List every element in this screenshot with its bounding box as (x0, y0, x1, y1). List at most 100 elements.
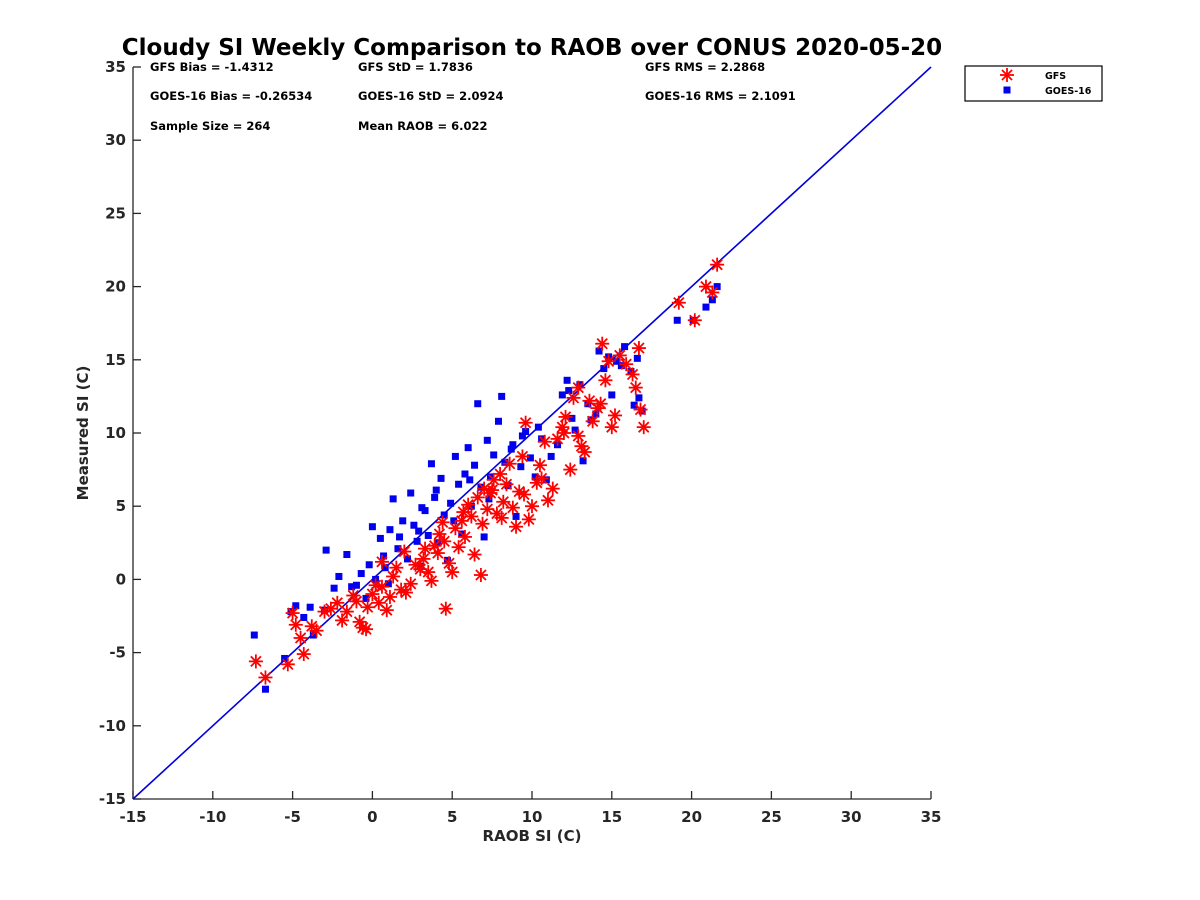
goes16-point (565, 387, 573, 395)
goes16-point (547, 452, 555, 460)
goes16-point (357, 570, 365, 578)
goes16-point (404, 555, 412, 563)
gfs-point (537, 434, 552, 449)
goes16-point (466, 476, 474, 484)
gfs-point (432, 527, 447, 542)
goes16-point (330, 584, 338, 592)
gfs-point (532, 458, 547, 473)
goes16-point (348, 583, 356, 591)
goes16-point (431, 493, 439, 501)
gfs-point (698, 279, 713, 294)
goes16-point (384, 580, 392, 588)
x-tick-label: -15 (119, 808, 146, 826)
y-tick-label: -15 (99, 790, 126, 808)
goes16-point (410, 521, 418, 529)
gfs-point (496, 494, 511, 509)
goes16-point (440, 511, 448, 519)
goes16-point (437, 474, 445, 482)
gfs-point (371, 595, 386, 610)
gfs-point (464, 509, 479, 524)
gfs-point (248, 654, 263, 669)
goes16-point (389, 495, 397, 503)
gfs-point (493, 466, 508, 481)
gfs-point (379, 603, 394, 618)
gfs-point (550, 431, 565, 446)
goes16-point (335, 572, 343, 580)
gfs-point (521, 512, 536, 527)
goes16-point (424, 531, 432, 539)
gfs-point (563, 462, 578, 477)
goes16-point (633, 354, 641, 362)
y-tick-label: -10 (99, 717, 126, 735)
goes16-point (461, 470, 469, 478)
goes16-point (531, 473, 539, 481)
y-tick-label: 0 (116, 570, 126, 588)
x-tick-label: 15 (601, 808, 622, 826)
gfs-point (435, 515, 450, 530)
goes16-point (635, 394, 643, 402)
gfs-point (285, 606, 300, 621)
goes-rms-stat: GOES-16 RMS = 2.1091 (645, 89, 796, 103)
goes16-point (322, 546, 330, 554)
y-tick-label: 15 (105, 351, 126, 369)
legend-goes-marker (1003, 86, 1011, 94)
goes16-point (617, 362, 625, 370)
gfs-point (633, 402, 648, 417)
goes16-point (306, 603, 314, 611)
gfs-point (397, 544, 412, 559)
goes16-point (630, 401, 638, 409)
gfs-point (418, 541, 433, 556)
gfs-point (593, 396, 608, 411)
gfs-point (494, 510, 509, 525)
y-axis-label: Measured SI (C) (74, 366, 92, 501)
goes16-point (563, 376, 571, 384)
x-axis-label: RAOB SI (C) (483, 827, 582, 845)
goes16-point (292, 602, 300, 610)
gfs-point (330, 595, 345, 610)
goes16-point (365, 561, 373, 569)
gfs-point (598, 373, 613, 388)
gfs-point (457, 529, 472, 544)
gfs-point (509, 519, 524, 534)
gfs-point (636, 420, 651, 435)
goes16-point (261, 685, 269, 693)
gfs-point (374, 554, 389, 569)
x-tick-label: 10 (522, 808, 543, 826)
y-tick-label: 20 (105, 278, 126, 296)
x-tick-label: -10 (199, 808, 226, 826)
goes16-point (568, 414, 576, 422)
gfs-point (625, 367, 640, 382)
y-tick-label: -5 (109, 644, 126, 662)
goes16-point (485, 495, 493, 503)
gfs-point (499, 477, 514, 492)
legend-goes-label: GOES-16 (1045, 86, 1092, 97)
goes16-point (396, 533, 404, 541)
gfs-point (486, 472, 501, 487)
goes16-point (592, 410, 600, 418)
gfs-point (601, 354, 616, 369)
gfs-point (604, 420, 619, 435)
goes-std-stat: GOES-16 StD = 2.0924 (358, 89, 503, 103)
goes16-point (362, 594, 370, 602)
gfs-point (628, 380, 643, 395)
legend-goes-square (1003, 86, 1011, 94)
gfs-point (534, 471, 549, 486)
data-points (248, 257, 725, 693)
legend-gfs-asterisk (1000, 68, 1014, 82)
gfs-point (258, 670, 273, 685)
reference-line-group (132, 66, 932, 800)
goes16-point (477, 483, 485, 491)
x-tick-label: 20 (681, 808, 702, 826)
goes16-point (621, 343, 629, 351)
gfs-point (360, 600, 375, 615)
goes16-point (584, 400, 592, 408)
gfs-point (339, 604, 354, 619)
gfs-point (571, 428, 586, 443)
gfs-point (416, 551, 431, 566)
gfs-point (288, 617, 303, 632)
goes16-point (418, 504, 426, 512)
goes16-point (394, 545, 402, 553)
goes16-point (600, 365, 608, 373)
goes16-point (498, 392, 506, 400)
